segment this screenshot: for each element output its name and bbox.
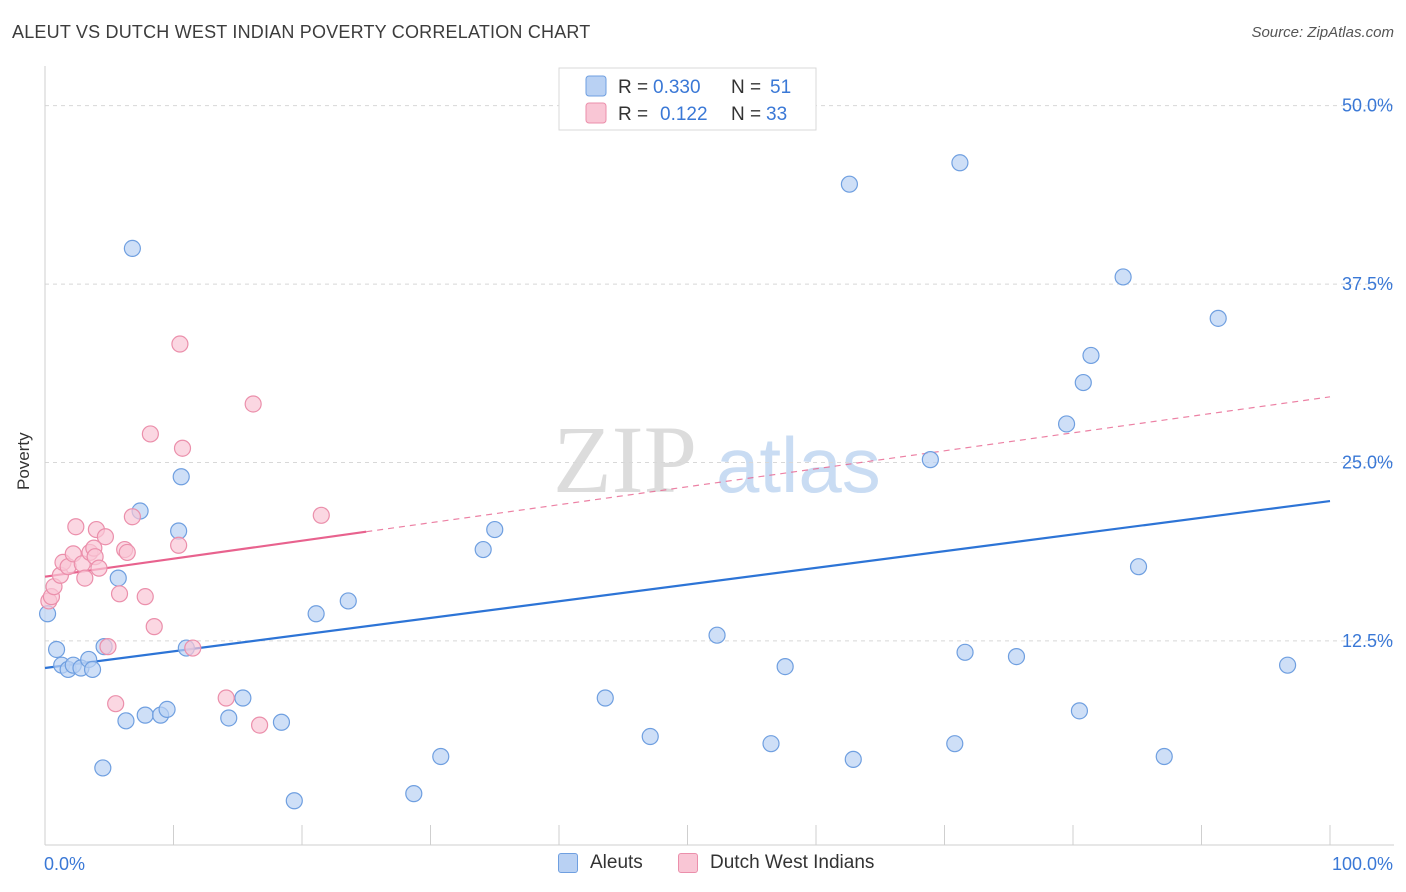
dutch-west-indian-point-16: [99, 638, 117, 656]
x-tick-label-max: 100.0%: [1332, 854, 1393, 874]
dutch-west-indian-point-9: [76, 569, 94, 587]
aleut-point-41: [1007, 648, 1026, 666]
aleut-point-43: [1070, 702, 1089, 720]
aleut-point-24: [307, 605, 325, 623]
watermark: ZIP atlas: [553, 406, 881, 513]
aleut-point-38: [946, 735, 964, 753]
aleut-point-48: [1155, 747, 1173, 766]
bottom-legend-label-aleuts: Aleuts: [590, 852, 643, 873]
aleut-point-22: [272, 713, 291, 731]
aleut-point-46: [1114, 268, 1132, 286]
dutch-west-indian-point-26: [171, 335, 189, 353]
watermark-atlas: atlas: [716, 421, 881, 509]
y-tick-label-2: 37.5%: [1342, 274, 1393, 294]
legend: R = 0.330 N = 51 R = 0.122 N = 33: [558, 67, 817, 131]
dutch-west-indian-point-22: [136, 588, 154, 606]
y-tick-label-1: 25.0%: [1342, 452, 1393, 472]
aleut-point-20: [220, 709, 238, 727]
aleut-point-10: [109, 569, 127, 587]
legend-n-value-dutch-west-indians: 33: [766, 104, 787, 125]
bottom-legend-label-dutch-west-indians: Dutch West Indians: [710, 852, 875, 873]
aleut-point-42: [1057, 415, 1076, 433]
chart-title: ALEUT VS DUTCH WEST INDIAN POVERTY CORRE…: [12, 22, 591, 42]
aleut-point-37: [921, 451, 939, 469]
aleut-point-29: [486, 520, 504, 539]
aleut-point-33: [762, 735, 780, 753]
bottom-legend-item-aleuts: Aleuts: [558, 852, 643, 874]
dutch-west-indian-point-21: [123, 508, 141, 526]
legend-r-label-aleuts: R =: [618, 77, 648, 98]
dutch-west-indian-point-18: [110, 585, 129, 603]
aleut-point-7: [83, 660, 102, 679]
dutch-west-indian-point-14: [90, 559, 108, 577]
aleut-point-45: [1082, 346, 1100, 365]
bottom-legend-swatch-dutch-west-indians: [678, 853, 698, 873]
aleut-point-14: [136, 706, 154, 724]
aleut-point-11: [117, 712, 135, 730]
data-points: [38, 154, 1297, 810]
dutch-west-indian-point-20: [118, 543, 136, 562]
dutch-west-indian-point-15: [96, 528, 114, 546]
dutch-west-indian-point-27: [173, 439, 192, 457]
aleut-point-26: [405, 785, 423, 803]
legend-r-value-aleuts: 0.330: [653, 77, 701, 98]
dutch-west-indian-point-31: [250, 716, 269, 734]
dutch-west-indian-point-30: [244, 395, 262, 413]
aleut-point-30: [596, 689, 614, 707]
dutch-west-indian-point-28: [184, 639, 202, 657]
aleut-point-49: [1209, 309, 1227, 327]
dutch-west-indian-point-29: [217, 689, 235, 707]
aleut-point-21: [234, 689, 252, 707]
watermark-zip: ZIP: [553, 406, 697, 513]
legend-swatch-dutch-west-indians: [585, 102, 607, 124]
dutch-west-indian-point-32: [312, 506, 330, 524]
aleut-point-25: [339, 592, 357, 610]
aleut-point-35: [840, 175, 859, 193]
aleut-point-50: [1278, 656, 1297, 674]
dutch-west-indian-point-7: [67, 518, 85, 536]
x-tick-label-min: 0.0%: [44, 854, 85, 874]
legend-n-label-dutch-west-indians: N =: [731, 104, 761, 125]
y-tick-label-0: 12.5%: [1342, 631, 1393, 651]
aleut-point-28: [474, 540, 492, 559]
dutch-west-indian-point-23: [141, 425, 159, 443]
gridlines: [45, 105, 1394, 642]
aleut-point-47: [1129, 558, 1148, 576]
legend-swatch-aleuts: [585, 75, 607, 97]
aleut-point-44: [1074, 373, 1092, 392]
aleut-point-39: [951, 154, 969, 172]
dutch-west-indian-point-24: [145, 618, 163, 636]
trend-line-dashed-dutch-west-indians: [366, 396, 1331, 533]
bottom-legend-swatch-aleuts: [558, 853, 578, 873]
y-tick-labels: 12.5% 25.0% 37.5% 50.0%: [1342, 96, 1393, 651]
aleut-point-36: [844, 750, 862, 768]
legend-r-value-dutch-west-indians: 0.122: [660, 104, 708, 125]
axes: [44, 66, 1394, 846]
dutch-west-indian-point-17: [107, 695, 125, 713]
aleut-point-17: [170, 522, 188, 540]
aleut-point-23: [285, 792, 303, 810]
aleut-point-8: [94, 759, 112, 777]
dutch-west-indian-point-25: [170, 536, 188, 554]
y-tick-label-3: 50.0%: [1342, 96, 1393, 116]
aleut-point-27: [432, 747, 450, 766]
trend-line-aleuts: [44, 499, 1331, 670]
aleut-point-40: [956, 643, 974, 661]
aleut-point-18: [172, 468, 190, 486]
legend-n-value-aleuts: 51: [770, 77, 791, 98]
aleut-point-31: [641, 727, 659, 746]
aleut-point-34: [776, 657, 794, 676]
bottom-legend-item-dutch-west-indians: Dutch West Indians: [678, 852, 874, 874]
aleut-point-32: [708, 626, 726, 644]
bottom-legend: Aleuts Dutch West Indians: [0, 852, 1406, 878]
aleut-point-16: [158, 700, 176, 719]
legend-n-label-aleuts: N =: [731, 77, 761, 98]
aleut-point-12: [123, 239, 141, 258]
source-label: Source: ZipAtlas.com: [1251, 24, 1394, 41]
aleut-point-1: [47, 640, 66, 659]
legend-r-label-dutch-west-indians: R =: [618, 104, 648, 125]
